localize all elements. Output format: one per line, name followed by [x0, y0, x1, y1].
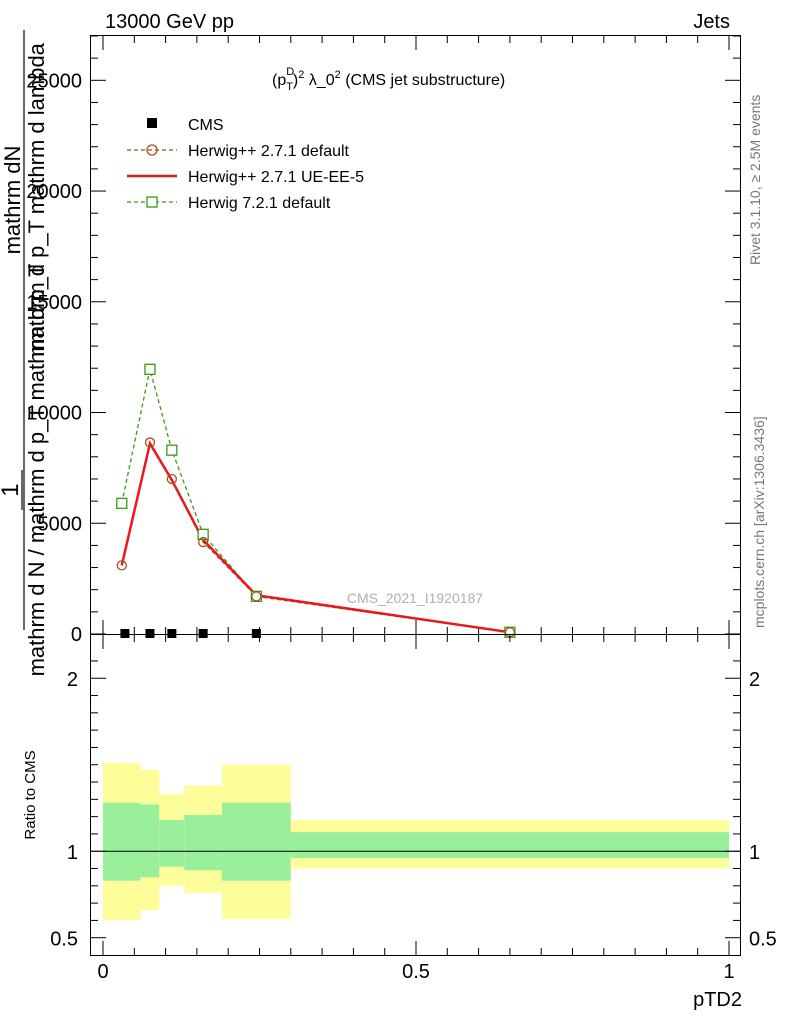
plot-title: (pD T)2 λ_02 (CMS jet substructure): [272, 66, 505, 93]
point-h271-default: [251, 591, 262, 602]
ratio-x-axis: 0 0.5 1: [97, 635, 735, 983]
ratio-inner-band: [159, 820, 185, 867]
mcplots-info: mcplots.cern.ch [arXiv:1306.3436]: [751, 416, 767, 628]
ratio-plot-frame: [90, 634, 741, 956]
ratio-inner-band: [221, 802, 291, 881]
ratio-y-tick-label-right: 0.5: [749, 929, 777, 951]
point-cms: [145, 629, 155, 638]
rivet-info: Rivet 3.1.10, ≥ 2.5M events: [747, 95, 763, 265]
ratio-y-tick-label-right: 2: [749, 669, 760, 691]
legend: CMS Herwig++ 2.7.1 default Herwig++ 2.7.…: [127, 117, 364, 212]
point-h721-default: [144, 363, 156, 375]
point-cms: [120, 629, 130, 638]
y-axis-title: 1 mathrm dN mathrm d p_T mathrm d lambda…: [0, 30, 49, 676]
point-cms: [198, 629, 208, 638]
point-h271-default: [198, 536, 209, 548]
point-h271-default: [116, 560, 127, 571]
legend-h721-default-marker: [146, 196, 158, 208]
main-y-tick-label: 15000: [26, 292, 82, 314]
ratio-x-tick-label: 1: [723, 961, 734, 983]
ratio-inner-band: [140, 804, 160, 878]
point-cms: [167, 629, 177, 638]
point-h721-default: [116, 497, 128, 509]
ratio-y-label: Ratio to CMS: [22, 750, 39, 839]
series-layer: [116, 363, 516, 638]
y-title-num: mathrm dN: [0, 146, 25, 255]
legend-cms-label: CMS: [188, 117, 224, 134]
point-cms: [251, 629, 261, 638]
legend-h271-ueee5-label: Herwig++ 2.7.1 UE-EE-5: [188, 169, 364, 186]
main-y-axis: 0 5000 10000 15000 20000 25000: [26, 35, 740, 646]
ratio-inner-band: [290, 832, 729, 859]
ratio-y-tick-label: 0.5: [50, 929, 78, 951]
analysis-watermark: CMS_2021_I1920187: [347, 590, 483, 606]
point-h721-default: [166, 444, 178, 456]
ratio-x-tick-label: 0: [97, 961, 108, 983]
ratio-bands: [103, 763, 729, 921]
y-title-one: 1: [0, 483, 24, 496]
ratio-y-axis: 0.5 0.5 1 1 2 2: [50, 660, 777, 951]
header-jets: Jets: [693, 11, 730, 33]
x-axis-label: pTD2: [693, 989, 742, 1011]
main-y-tick-label: 25000: [26, 70, 82, 92]
ratio-inner-band: [103, 802, 141, 881]
legend-h721-default-label: Herwig 7.2.1 default: [188, 195, 331, 212]
legend-cms-marker: [147, 118, 157, 128]
ratio-y-tick-label-right: 1: [749, 842, 760, 864]
legend-h271-default-marker: [146, 144, 158, 156]
ratio-y-tick-label: 1: [67, 842, 78, 864]
point-h721-default: [197, 528, 209, 540]
point-h271-default: [166, 473, 178, 485]
header-energy: 13000 GeV pp: [105, 11, 234, 33]
main-y-tick-label: 5000: [38, 513, 83, 535]
ratio-y-tick-label: 2: [67, 669, 78, 691]
ratio-x-tick-label: 0.5: [402, 961, 430, 983]
point-h271-default: [144, 437, 156, 448]
y-title-line2: mathrm d N / mathrm d p_T mathrm d p_T: [24, 264, 49, 677]
series-h271-ueee5-line: [120, 440, 511, 634]
main-y-tick-label: 0: [71, 624, 82, 646]
main-y-tick-label: 10000: [26, 403, 82, 425]
y-title-den: mathrm d p_T mathrm d lambda: [24, 42, 49, 357]
legend-h271-default-label: Herwig++ 2.7.1 default: [188, 143, 350, 160]
ratio-inner-band: [184, 814, 222, 871]
main-y-tick-label: 20000: [26, 181, 82, 203]
